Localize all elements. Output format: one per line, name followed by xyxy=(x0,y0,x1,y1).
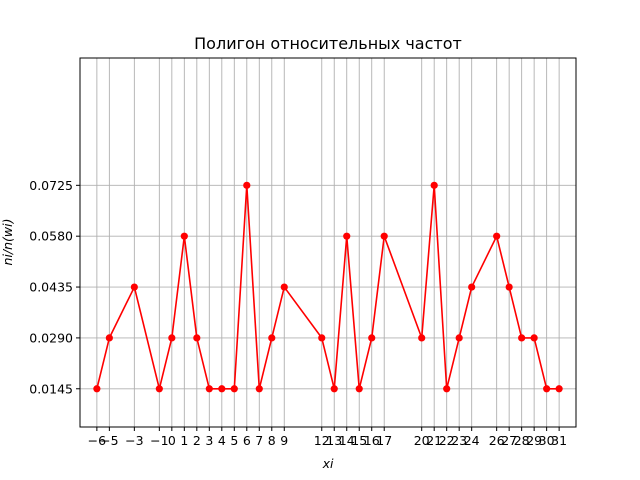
x-tick-label: −1 xyxy=(150,433,168,448)
data-point xyxy=(255,385,263,393)
data-point xyxy=(493,232,501,240)
data-point xyxy=(505,283,513,291)
x-tick-label: 15 xyxy=(351,433,367,448)
data-point xyxy=(355,385,363,393)
x-tick-label: 17 xyxy=(376,433,392,448)
x-tick-label: 21 xyxy=(426,433,442,448)
x-tick-label: 27 xyxy=(501,433,517,448)
y-tick-label: 0.0435 xyxy=(29,280,73,295)
x-tick-label: −5 xyxy=(100,433,118,448)
x-tick-label: 22 xyxy=(439,433,455,448)
x-tick-label: 20 xyxy=(414,433,430,448)
y-axis-label: ni/n(wi) xyxy=(0,219,15,266)
x-tick-label: 4 xyxy=(218,433,226,448)
data-point xyxy=(168,334,176,342)
x-tick-label: 28 xyxy=(514,433,530,448)
data-point xyxy=(193,334,201,342)
data-point xyxy=(443,385,451,393)
data-point xyxy=(180,232,188,240)
x-tick-label: 1 xyxy=(180,433,188,448)
data-point xyxy=(268,334,276,342)
grid-lines xyxy=(80,58,576,427)
y-tick-label: 0.0290 xyxy=(29,330,73,345)
data-point xyxy=(93,385,101,393)
data-point xyxy=(518,334,526,342)
x-tick-label: 6 xyxy=(243,433,251,448)
data-point xyxy=(318,334,326,342)
data-point xyxy=(205,385,213,393)
data-point xyxy=(218,385,226,393)
data-point xyxy=(330,385,338,393)
x-tick-label: 7 xyxy=(255,433,263,448)
data-point xyxy=(543,385,551,393)
x-tick-label: 29 xyxy=(526,433,542,448)
chart-title: Полигон относительных частот xyxy=(194,34,462,53)
data-point xyxy=(468,283,476,291)
x-axis-label: xi xyxy=(322,456,334,471)
data-point xyxy=(418,334,426,342)
x-tick-label: 24 xyxy=(464,433,480,448)
x-tick-label: 14 xyxy=(339,433,355,448)
data-series xyxy=(93,181,563,393)
x-tick-label: 30 xyxy=(539,433,555,448)
data-point xyxy=(280,283,288,291)
data-point xyxy=(555,385,563,393)
x-tick-label: 8 xyxy=(268,433,276,448)
x-tick-label: 9 xyxy=(280,433,288,448)
data-point xyxy=(105,334,113,342)
y-tick-label: 0.0725 xyxy=(29,178,73,193)
x-tick-label: 5 xyxy=(230,433,238,448)
x-tick-label: 3 xyxy=(205,433,213,448)
data-point xyxy=(530,334,538,342)
data-point xyxy=(430,181,438,189)
data-point xyxy=(380,232,388,240)
x-tick-label: 26 xyxy=(489,433,505,448)
x-tick-label: 16 xyxy=(364,433,380,448)
data-point xyxy=(368,334,376,342)
x-tick-label: 0 xyxy=(168,433,176,448)
data-point xyxy=(230,385,238,393)
data-point xyxy=(155,385,163,393)
x-tick-label: 2 xyxy=(193,433,201,448)
x-tick-label: −3 xyxy=(125,433,143,448)
data-point xyxy=(455,334,463,342)
data-point xyxy=(243,181,251,189)
x-tick-label: 31 xyxy=(551,433,567,448)
y-tick-label: 0.0580 xyxy=(29,229,73,244)
data-point xyxy=(130,283,138,291)
data-point xyxy=(343,232,351,240)
y-tick-label: 0.0145 xyxy=(29,381,73,396)
x-tick-label: 12 xyxy=(314,433,330,448)
x-tick-label: −6 xyxy=(88,433,106,448)
x-tick-label: 13 xyxy=(326,433,342,448)
plot-frame xyxy=(79,57,577,428)
x-tick-label: 23 xyxy=(451,433,467,448)
